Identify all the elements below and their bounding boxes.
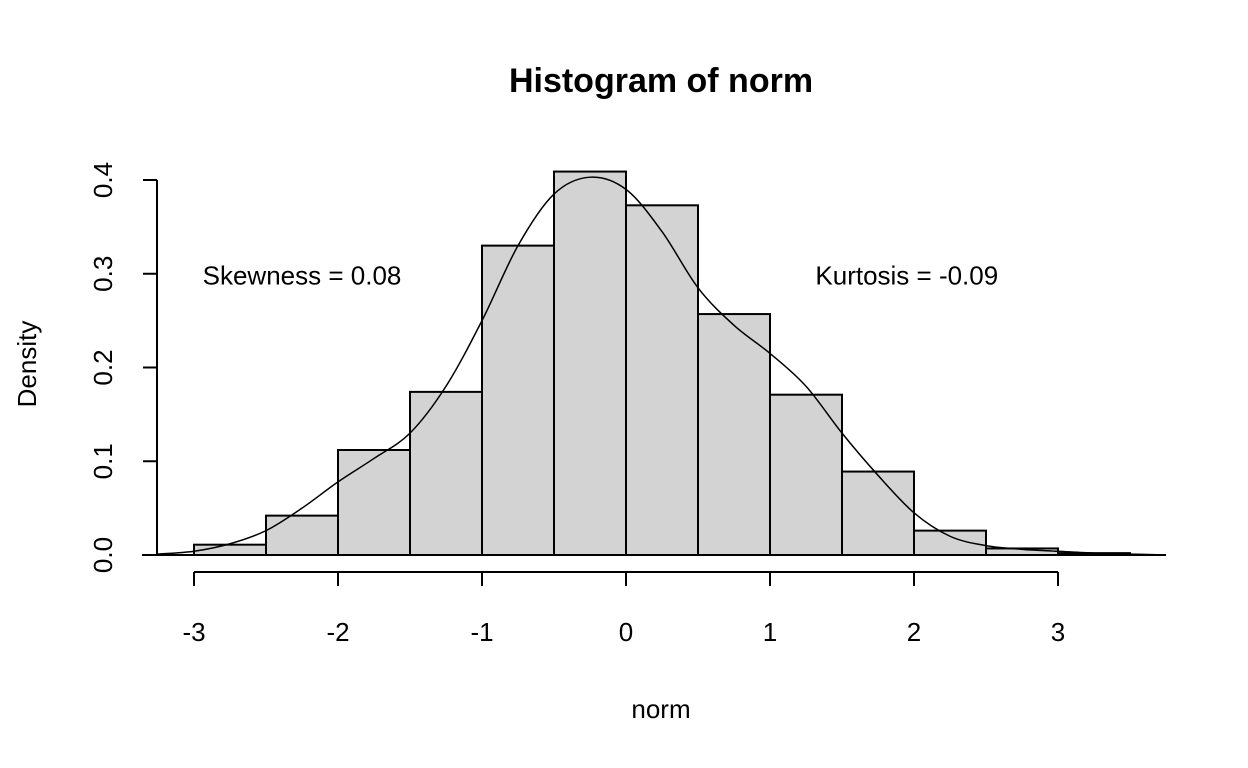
y-axis-label: Density bbox=[12, 321, 42, 408]
annotations: Skewness = 0.08 Kurtosis = -0.09 bbox=[203, 261, 999, 291]
kurtosis-annotation: Kurtosis = -0.09 bbox=[815, 261, 998, 291]
chart-title: Histogram of norm bbox=[509, 62, 813, 100]
x-tick-label-0: -3 bbox=[182, 617, 205, 647]
x-axis-label: norm bbox=[631, 694, 690, 724]
y-tick-label-4: 0.4 bbox=[88, 162, 118, 198]
x-tick-label-4: 1 bbox=[763, 617, 777, 647]
x-tick-label-5: 2 bbox=[907, 617, 921, 647]
y-tick-label-0: 0.0 bbox=[88, 537, 118, 573]
histogram-bars bbox=[193, 170, 1131, 556]
x-tick-label-1: -2 bbox=[326, 617, 349, 647]
histogram-bar-6 bbox=[625, 204, 699, 556]
y-tick-label-3: 0.3 bbox=[88, 256, 118, 292]
histogram-bar-2 bbox=[337, 449, 411, 556]
x-tick-label-2: -1 bbox=[470, 617, 493, 647]
histogram-bar-4 bbox=[481, 244, 555, 556]
x-axis: -3 -2 -1 0 1 2 3 bbox=[182, 571, 1065, 647]
x-tick-label-6: 3 bbox=[1051, 617, 1065, 647]
histogram-bar-7 bbox=[697, 313, 771, 556]
y-tick-label-1: 0.1 bbox=[88, 443, 118, 479]
y-tick-label-2: 0.2 bbox=[88, 349, 118, 385]
histogram-bar-10 bbox=[913, 529, 987, 556]
histogram-bar-9 bbox=[841, 470, 915, 556]
density-curve bbox=[157, 176, 1167, 556]
histogram-bar-1 bbox=[265, 514, 339, 556]
x-tick-label-3: 0 bbox=[619, 617, 633, 647]
histogram-bar-3 bbox=[409, 390, 483, 556]
histogram-bar-5 bbox=[553, 170, 627, 556]
skewness-annotation: Skewness = 0.08 bbox=[203, 261, 402, 291]
y-axis: 0.0 0.1 0.2 0.3 0.4 bbox=[88, 162, 158, 573]
